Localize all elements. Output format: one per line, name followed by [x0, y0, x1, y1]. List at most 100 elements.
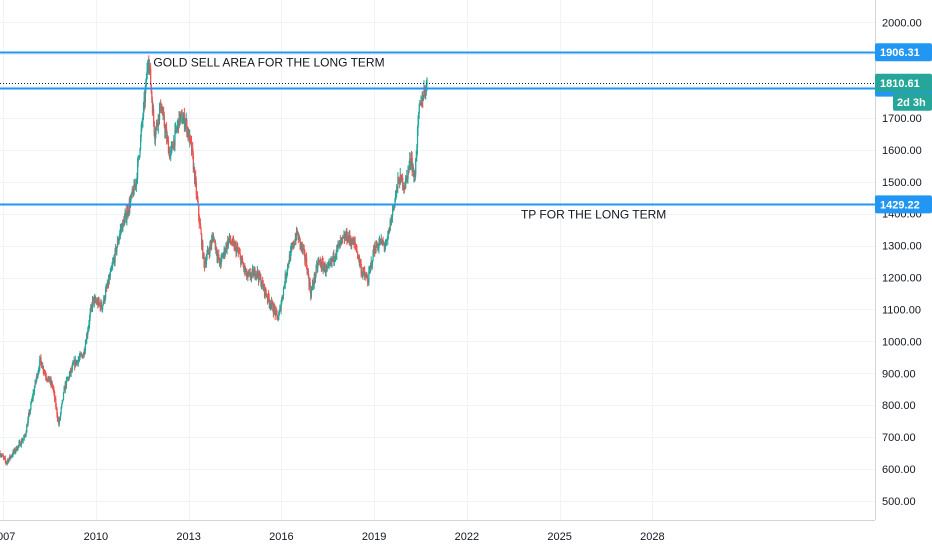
candle-body: [71, 365, 74, 370]
candle-body: [37, 373, 39, 378]
price-tick-label: 1100.00: [882, 304, 921, 316]
axis-corner[interactable]: [875, 520, 932, 550]
chart-annotation[interactable]: GOLD SELL AREA FOR THE LONG TERM: [153, 55, 384, 69]
candle-body: [354, 241, 356, 245]
candle-body: [358, 256, 361, 264]
candle-body: [133, 182, 135, 195]
candle-body: [30, 403, 32, 410]
level-price-label-bg: [875, 43, 932, 62]
candle-body: [281, 298, 283, 304]
candle-body: [317, 263, 319, 269]
candle-body: [414, 174, 416, 181]
candle-body: [77, 359, 79, 364]
candle-body: [62, 392, 65, 400]
candle-body: [55, 398, 57, 407]
time-tick-label: 2022: [455, 531, 479, 543]
candle-body: [197, 201, 199, 205]
candle-body: [392, 209, 394, 217]
candles: [0, 55, 428, 466]
price-tick-label: 1600.00: [882, 145, 922, 157]
price-tick-label: 600.00: [882, 464, 916, 476]
candle-body: [163, 115, 165, 126]
candle-body: [253, 271, 255, 277]
candle-body: [336, 245, 338, 254]
candle-body: [284, 274, 286, 286]
candle-body: [280, 303, 282, 311]
candle-body: [22, 439, 24, 441]
candle-body: [274, 306, 276, 310]
candle-body: [342, 236, 345, 239]
candle-body: [242, 258, 244, 264]
time-tick-label: 2007: [0, 531, 15, 543]
candle-body: [416, 128, 419, 148]
candle-body: [160, 102, 162, 111]
candle-body: [56, 407, 58, 415]
candle-body: [301, 245, 304, 251]
candle-body: [109, 271, 111, 277]
candle-body: [239, 253, 241, 256]
candle-body: [384, 245, 387, 247]
candle-body: [60, 407, 62, 413]
candle-body: [102, 305, 104, 310]
candle-body: [372, 250, 374, 262]
candle-body: [195, 181, 197, 195]
candle-body: [129, 199, 132, 208]
candle-body: [85, 343, 87, 345]
candle-body: [172, 144, 174, 148]
candle-body: [124, 214, 126, 219]
price-tick-label: 2000.00: [882, 17, 922, 29]
candle-body: [151, 91, 153, 100]
time-tick-label: 2028: [640, 531, 664, 543]
candle-body: [145, 79, 148, 81]
candle-body: [164, 128, 167, 133]
candle-body: [73, 363, 75, 365]
candle-body: [351, 243, 353, 246]
chart-annotation[interactable]: TP FOR THE LONG TERM: [521, 208, 666, 222]
candle-body: [333, 253, 335, 261]
candle-body: [93, 298, 95, 304]
candle-body: [159, 108, 161, 120]
candle-body: [368, 271, 370, 284]
candle-body: [155, 126, 157, 135]
price-tick-label: 700.00: [882, 432, 916, 444]
candle-body: [371, 261, 374, 266]
candle-body: [46, 378, 48, 380]
candle-body: [304, 250, 306, 260]
candle-body: [114, 249, 116, 263]
candle-body: [61, 403, 63, 408]
time-tick-label: 2013: [176, 531, 200, 543]
candle-body: [189, 135, 192, 140]
candle-body: [81, 354, 83, 356]
candle-body: [405, 179, 407, 189]
countdown-label-bg: [893, 92, 932, 111]
time-tick-label: 2010: [84, 531, 108, 543]
candle-body: [33, 387, 36, 393]
price-tick-label: 1300.00: [882, 241, 922, 253]
candle-body: [106, 285, 109, 288]
candle-body: [346, 231, 348, 241]
time-tick-label: 2025: [547, 531, 571, 543]
candle-body: [192, 154, 195, 170]
candle-body: [276, 310, 278, 315]
candle-body: [25, 432, 27, 435]
candle-body: [45, 376, 47, 379]
candle-body: [140, 129, 142, 137]
candle-body: [105, 290, 107, 299]
candle-body: [357, 251, 359, 258]
candle-body: [397, 178, 399, 188]
candle-body: [298, 235, 301, 239]
candle-body: [205, 259, 208, 265]
candle-body: [92, 298, 94, 308]
candle-body: [218, 255, 220, 262]
candle-body: [174, 129, 176, 146]
candle-body: [48, 376, 50, 383]
candle-body: [100, 302, 103, 308]
candle-body: [26, 425, 28, 433]
time-tick-label: 2016: [269, 531, 293, 543]
candle-body: [211, 238, 213, 245]
candle-body: [54, 392, 56, 399]
candle-body: [4, 458, 7, 461]
